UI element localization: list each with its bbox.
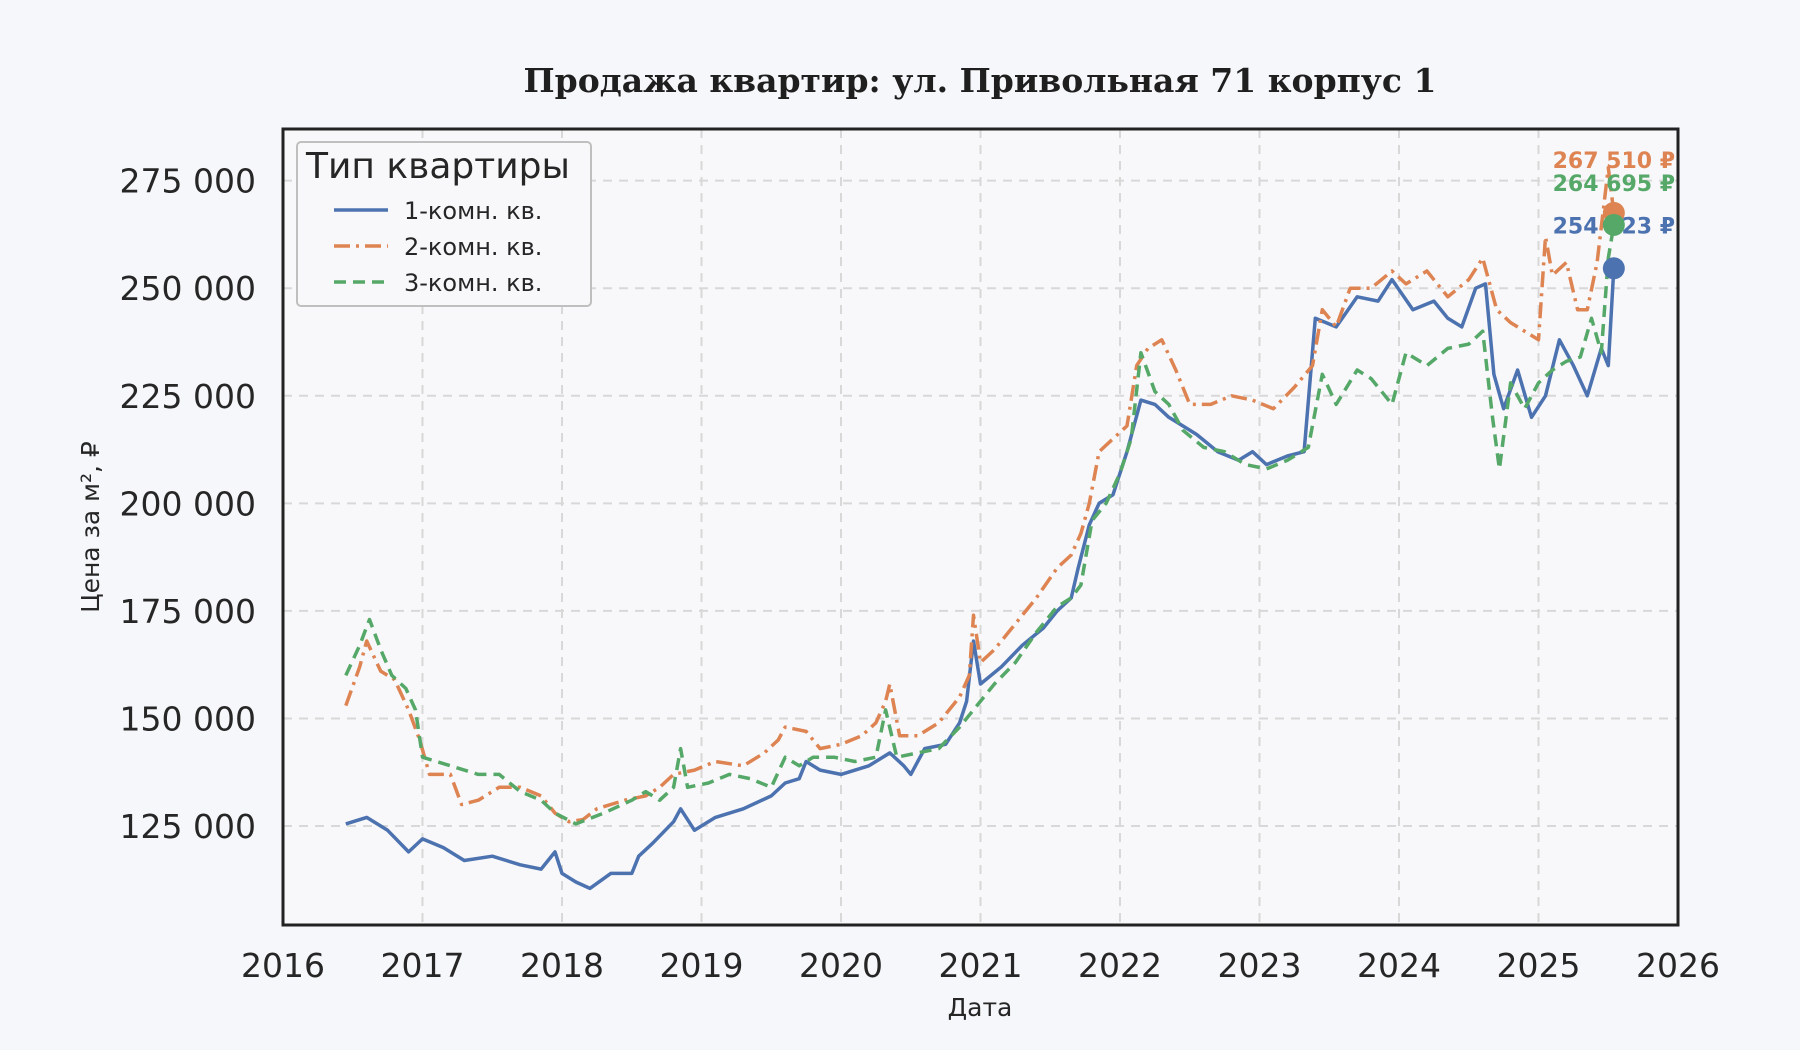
y-tick-label: 250 000 xyxy=(120,269,256,308)
series-line-1 xyxy=(345,268,1616,891)
legend-entry: 3-комн. кв. xyxy=(404,269,542,297)
x-tick-label: 2018 xyxy=(520,946,604,985)
x-axis-ticks: 2016 2017 2018 2019 2020 2021 2022 2023 2024 2025… xyxy=(241,946,1720,985)
end-point-label: 264 695 ₽ xyxy=(1553,172,1675,197)
end-point-marker xyxy=(1602,213,1625,236)
series-line-3 xyxy=(344,224,1616,826)
end-markers: 254 623 ₽267 510 ₽264 695 ₽ xyxy=(1553,149,1675,280)
x-tick-label: 2025 xyxy=(1497,946,1581,985)
y-tick-label: 150 000 xyxy=(120,699,256,738)
y-axis-label: Цена за м², ₽ xyxy=(76,441,105,613)
end-point-marker xyxy=(1602,257,1625,280)
x-tick-label: 2016 xyxy=(241,946,325,985)
x-tick-label: 2019 xyxy=(660,946,744,985)
y-tick-label: 275 000 xyxy=(120,162,256,201)
y-tick-label: 225 000 xyxy=(120,377,256,416)
x-tick-label: 2022 xyxy=(1078,946,1162,985)
x-tick-label: 2017 xyxy=(381,946,465,985)
end-point-label: 267 510 ₽ xyxy=(1553,149,1675,174)
legend-entry: 1-комн. кв. xyxy=(404,197,542,225)
legend-title: Тип квартиры xyxy=(305,146,570,187)
y-axis-ticks: 125 000 150 000 175 000 200 000 225 000 250 0… xyxy=(120,162,256,846)
x-tick-label: 2020 xyxy=(799,946,883,985)
y-tick-label: 175 000 xyxy=(120,592,256,631)
legend-box xyxy=(296,141,592,307)
x-tick-label: 2023 xyxy=(1218,946,1302,985)
plot-frame xyxy=(281,127,1680,927)
y-tick-label: 125 000 xyxy=(120,807,256,846)
y-tick-label: 200 000 xyxy=(120,484,256,523)
chart-title: Продажа квартир: ул. Привольная 71 корпу… xyxy=(524,61,1437,100)
x-tick-label: 2026 xyxy=(1636,946,1720,985)
legend: Тип квартиры 1-комн. кв. 2-комн. кв. 3-комн… xyxy=(296,141,592,307)
x-tick-label: 2024 xyxy=(1357,946,1441,985)
legend-entry: 2-комн. кв. xyxy=(404,233,542,261)
x-tick-label: 2021 xyxy=(939,946,1023,985)
series-layer xyxy=(344,165,1616,891)
x-axis-label: Дата xyxy=(948,993,1013,1022)
